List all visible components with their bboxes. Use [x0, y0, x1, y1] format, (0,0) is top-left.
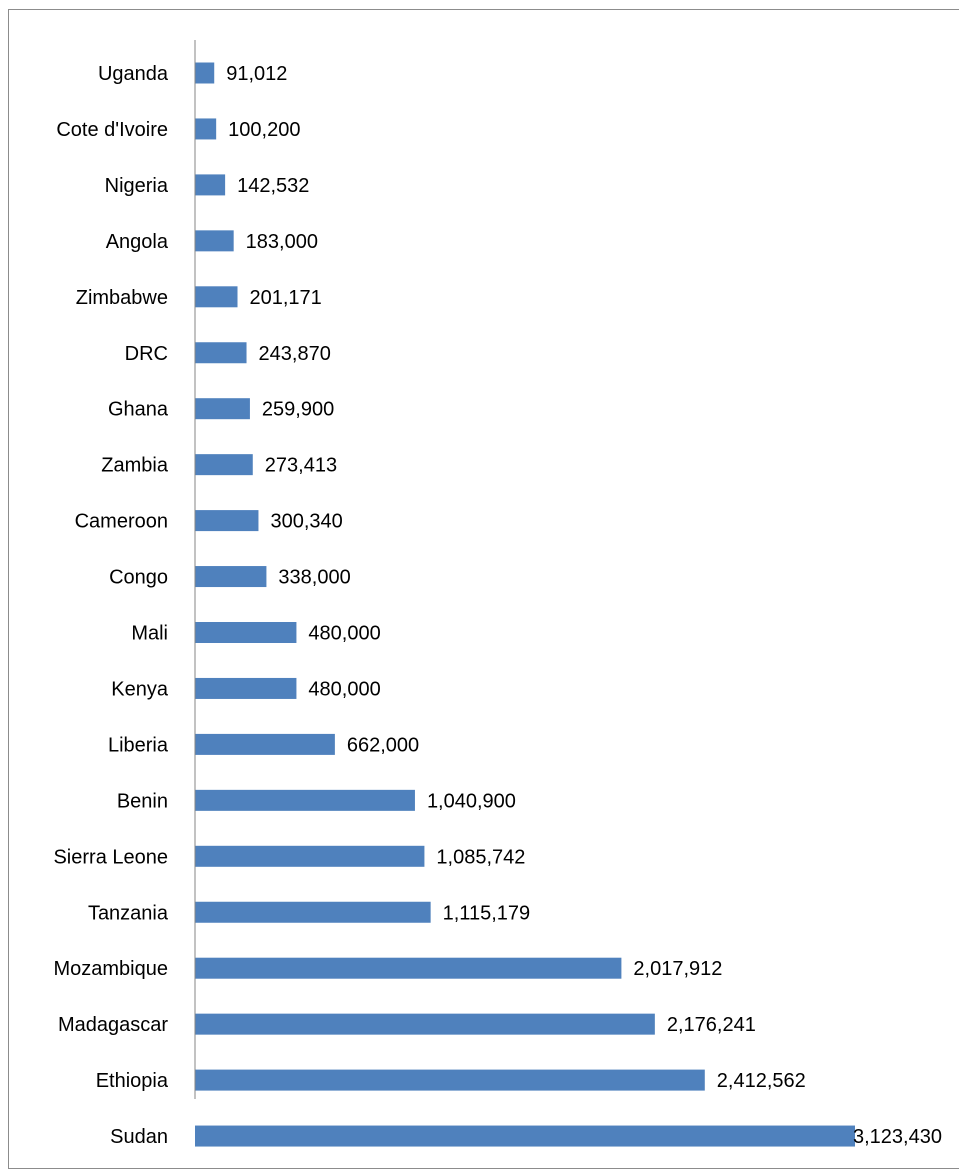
- category-label-uganda: Uganda: [98, 63, 169, 85]
- value-label-uganda: 91,012: [226, 63, 287, 85]
- bar-drc: [195, 342, 247, 364]
- bars-layer: [195, 62, 855, 1147]
- value-label-madagascar: 2,176,241: [667, 1014, 756, 1036]
- category-label-congo: Congo: [109, 567, 168, 589]
- category-label-madagascar: Madagascar: [58, 1014, 168, 1036]
- value-label-sierra-leone: 1,085,742: [436, 846, 525, 868]
- value-label-angola: 183,000: [246, 231, 318, 253]
- category-label-cote-d-ivoire: Cote d'Ivoire: [56, 119, 168, 141]
- bar-kenya: [195, 677, 297, 699]
- category-label-ethiopia: Ethiopia: [96, 1070, 169, 1092]
- bar-madagascar: [195, 1013, 655, 1035]
- category-label-mozambique: Mozambique: [53, 958, 168, 980]
- value-label-benin: 1,040,900: [427, 790, 516, 812]
- category-label-tanzania: Tanzania: [88, 902, 169, 924]
- value-labels: 91,012 100,200 142,532 183,000 201,171 243,87…: [226, 63, 942, 1148]
- value-label-mali: 480,000: [308, 623, 380, 645]
- bar-liberia: [195, 733, 335, 755]
- category-label-liberia: Liberia: [108, 734, 169, 756]
- bar-cote-d-ivoire: [195, 118, 217, 140]
- category-label-sierra-leone: Sierra Leone: [53, 846, 168, 868]
- value-label-tanzania: 1,115,179: [443, 902, 531, 924]
- category-label-kenya: Kenya: [111, 678, 169, 700]
- category-label-mali: Mali: [131, 623, 168, 645]
- bar-ghana: [195, 398, 250, 420]
- category-label-drc: DRC: [125, 343, 168, 365]
- bar-mozambique: [195, 957, 622, 979]
- category-label-sudan: Sudan: [110, 1126, 168, 1148]
- bar-tanzania: [195, 901, 431, 923]
- category-label-cameroon: Cameroon: [75, 511, 168, 533]
- bar-zimbabwe: [195, 286, 238, 308]
- bar-sudan: [195, 1125, 855, 1147]
- bar-uganda: [195, 62, 215, 84]
- value-label-cote-d-ivoire: 100,200: [228, 119, 300, 141]
- value-label-zambia: 273,413: [265, 455, 337, 477]
- category-label-benin: Benin: [117, 790, 168, 812]
- category-label-angola: Angola: [106, 231, 169, 253]
- value-label-cameroon: 300,340: [270, 511, 342, 533]
- bar-congo: [195, 566, 267, 588]
- bar-nigeria: [195, 174, 226, 196]
- category-label-nigeria: Nigeria: [105, 175, 169, 197]
- bar-benin: [195, 789, 415, 811]
- bar-zambia: [195, 454, 253, 476]
- value-label-kenya: 480,000: [308, 678, 380, 700]
- bar-mali: [195, 622, 297, 643]
- value-label-ethiopia: 2,412,562: [717, 1070, 806, 1092]
- bar-cameroon: [195, 510, 259, 532]
- value-label-nigeria: 142,532: [237, 175, 309, 197]
- value-label-ghana: 259,900: [262, 399, 334, 421]
- category-labels: Uganda Cote d'Ivoire Nigeria Angola Zimbabwe…: [53, 63, 168, 1148]
- category-label-ghana: Ghana: [108, 399, 169, 421]
- bar-angola: [195, 230, 234, 252]
- value-label-mozambique: 2,017,912: [633, 958, 722, 980]
- value-label-liberia: 662,000: [347, 734, 419, 756]
- value-label-zimbabwe: 201,171: [250, 287, 322, 309]
- bar-sierra-leone: [195, 845, 425, 867]
- value-label-sudan: 3,123,430: [853, 1126, 942, 1148]
- value-label-drc: 243,870: [259, 343, 331, 365]
- category-label-zimbabwe: Zimbabwe: [76, 287, 168, 309]
- value-label-congo: 338,000: [278, 567, 350, 589]
- category-label-zambia: Zambia: [101, 455, 169, 477]
- bar-ethiopia: [195, 1069, 705, 1091]
